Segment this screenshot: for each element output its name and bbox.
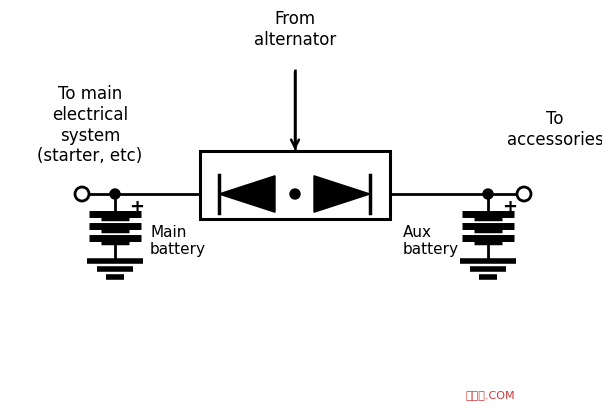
Circle shape [517,188,531,202]
Text: Aux
battery: Aux battery [403,224,459,257]
Circle shape [110,190,120,199]
Text: Main
battery: Main battery [150,224,206,257]
Text: +: + [129,197,144,216]
Polygon shape [219,176,275,213]
Circle shape [483,190,493,199]
Bar [200,152,390,219]
Text: +: + [502,197,517,216]
Text: 接线图.COM: 接线图.COM [465,389,515,399]
Circle shape [290,190,300,199]
Circle shape [75,188,89,202]
Text: To main
electrical
system
(starter, etc): To main electrical system (starter, etc) [37,85,143,165]
Text: 杭州将睿科技有限公司: 杭州将睿科技有限公司 [264,188,338,201]
Text: To
accessories: To accessories [507,110,602,148]
Polygon shape [314,176,370,213]
Text: From
alternator: From alternator [254,10,336,49]
